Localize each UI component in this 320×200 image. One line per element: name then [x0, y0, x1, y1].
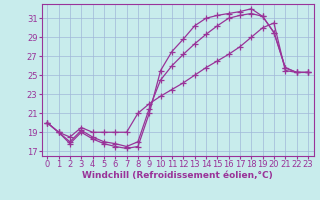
- X-axis label: Windchill (Refroidissement éolien,°C): Windchill (Refroidissement éolien,°C): [82, 171, 273, 180]
